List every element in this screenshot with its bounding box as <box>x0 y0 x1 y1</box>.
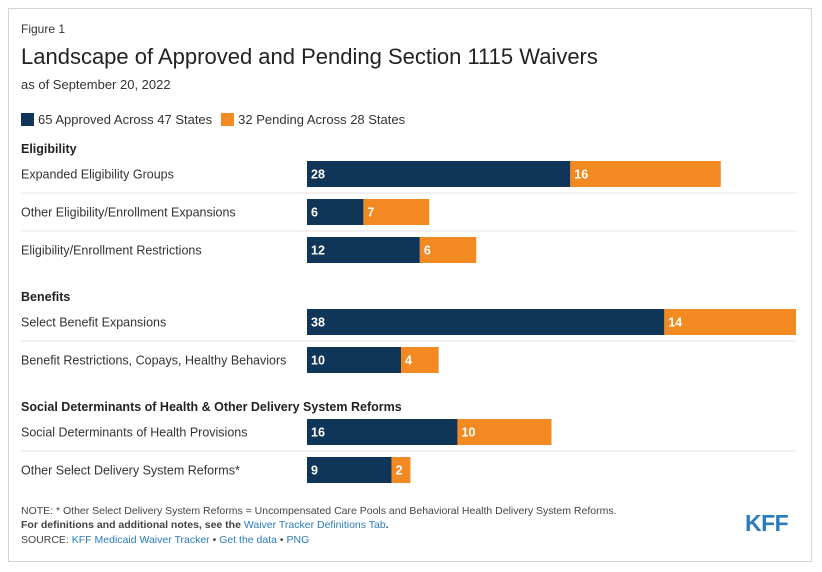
definitions-suffix: . <box>385 519 389 531</box>
separator: • <box>212 534 217 546</box>
bar-pending <box>401 347 439 373</box>
data-label-pending: 6 <box>424 244 431 258</box>
separator: • <box>279 534 284 546</box>
data-label-pending: 2 <box>396 464 403 478</box>
bar-chart: Eligibility Expanded Eligibility Groups 28… <box>21 142 796 483</box>
figure-label: Figure 1 <box>21 22 66 36</box>
bar-approved <box>307 161 571 187</box>
data-label-approved: 38 <box>311 316 325 330</box>
legend: 65 Approved Across 47 States 32 Pending … <box>21 112 414 127</box>
row-label: Expanded Eligibility Groups <box>21 168 174 182</box>
row-label: Select Benefit Expansions <box>21 316 166 330</box>
source-link[interactable]: KFF Medicaid Waiver Tracker <box>71 534 210 546</box>
group-heading: Social Determinants of Health & Other De… <box>21 400 402 414</box>
bar-approved <box>307 199 364 225</box>
data-label-approved: 12 <box>311 244 325 258</box>
group-heading: Benefits <box>21 290 70 304</box>
bar-approved <box>307 237 420 263</box>
bar-approved <box>307 457 392 483</box>
row-label: Other Eligibility/Enrollment Expansions <box>21 206 236 220</box>
row-label: Eligibility/Enrollment Restrictions <box>21 244 202 258</box>
data-label-approved: 10 <box>311 354 325 368</box>
row-label: Social Determinants of Health Provisions <box>21 426 248 440</box>
bar-approved <box>307 419 458 445</box>
legend-swatch-pending <box>221 113 235 126</box>
legend-label-approved: 65 Approved Across 47 States <box>38 112 213 127</box>
chart-title: Landscape of Approved and Pending Sectio… <box>21 44 598 69</box>
data-label-pending: 4 <box>405 354 412 368</box>
legend-swatch-approved <box>21 113 34 126</box>
row-label: Other Select Delivery System Reforms* <box>21 464 240 478</box>
data-label-approved: 6 <box>311 206 318 220</box>
png-link[interactable]: PNG <box>286 534 310 546</box>
data-label-pending: 16 <box>574 168 588 182</box>
bar-pending <box>419 237 477 263</box>
footer-definitions: For definitions and additional notes, se… <box>21 519 389 531</box>
data-label-approved: 9 <box>311 464 318 478</box>
bar-pending <box>457 419 552 445</box>
bar-pending <box>363 199 430 225</box>
data-label-approved: 28 <box>311 168 325 182</box>
definitions-prefix: For definitions and additional notes, se… <box>21 519 241 531</box>
row-label: Benefit Restrictions, Copays, Healthy Be… <box>21 354 286 368</box>
footer-note: NOTE: * Other Select Delivery System Ref… <box>21 505 617 517</box>
data-label-pending: 14 <box>668 316 682 330</box>
bar-approved <box>307 347 402 373</box>
bar-approved <box>307 309 665 335</box>
legend-item-approved: 65 Approved Across 47 States <box>21 112 212 127</box>
data-label-approved: 16 <box>311 426 325 440</box>
legend-item-pending: 32 Pending Across 28 States <box>221 112 405 127</box>
data-label-pending: 7 <box>367 206 374 220</box>
bar-pending <box>664 309 796 335</box>
kff-logo: KFF <box>745 510 789 536</box>
bar-pending <box>570 161 721 187</box>
chart-subtitle: as of September 20, 2022 <box>21 77 171 92</box>
source-prefix: SOURCE: <box>21 534 69 546</box>
definitions-link[interactable]: Waiver Tracker Definitions Tab <box>243 519 386 531</box>
legend-label-pending: 32 Pending Across 28 States <box>238 112 406 127</box>
group-heading: Eligibility <box>21 142 77 156</box>
data-label-pending: 10 <box>461 426 475 440</box>
footer-source: SOURCE: KFF Medicaid Waiver Tracker • Ge… <box>21 534 309 546</box>
bar-pending <box>391 457 411 483</box>
get-data-link[interactable]: Get the data <box>219 534 277 546</box>
